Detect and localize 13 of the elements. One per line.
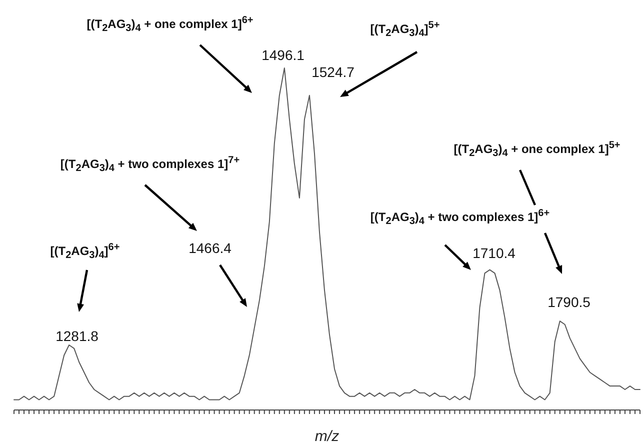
annotation: [(T$_{2}$AG$_{3}$)$_{4}$ + two complexes 1]$^{7+}$ xyxy=(60,154,240,176)
annotation: [(T$_{2}$AG$_{3}$)$_{4}$ + two complexes 1]$^{6+}$ xyxy=(370,206,550,230)
text: 1496.1 xyxy=(262,47,304,63)
text: [(T$_{2}$AG$_{3}$)$_{4}$ + one complex 1]$^{6+}$ xyxy=(86,14,254,36)
annotation: 1281.8 xyxy=(56,328,98,344)
annotation: 1466.4 xyxy=(188,240,232,256)
annotation: 1710.4 xyxy=(472,245,516,261)
annotation: 1524.7 xyxy=(312,64,354,80)
text: [(T$_{2}$AG$_{3}$)$_{4}$]$^{5+}$ xyxy=(370,18,440,42)
annotation: [(T$_{2}$AG$_{3}$)$_{4}$ + one complex 1]$^{5+}$ xyxy=(454,138,620,162)
annotation: [(T$_{2}$AG$_{3}$)$_{4}$]$^{6+}$ xyxy=(50,240,120,264)
annotation: 1790.5 xyxy=(548,294,590,310)
x-axis-title: m/z xyxy=(314,428,340,443)
